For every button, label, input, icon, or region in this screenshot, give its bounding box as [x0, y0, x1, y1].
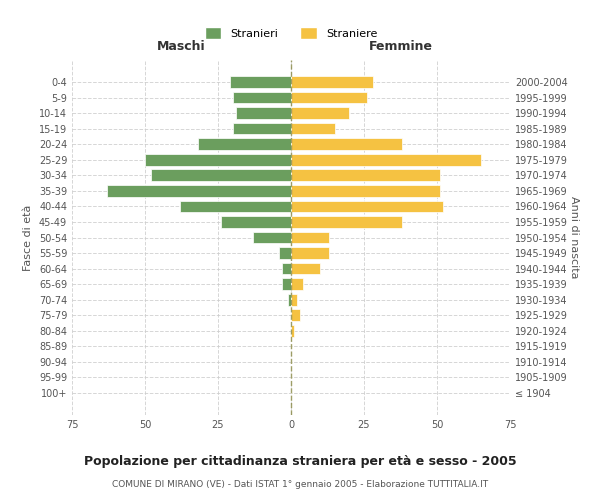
Bar [291, 278, 302, 290]
Bar [180, 200, 291, 212]
Text: COMUNE DI MIRANO (VE) - Dati ISTAT 1° gennaio 2005 - Elaborazione TUTTITALIA.IT: COMUNE DI MIRANO (VE) - Dati ISTAT 1° ge… [112, 480, 488, 489]
Bar [291, 263, 320, 274]
Bar [291, 247, 329, 259]
Bar [291, 123, 335, 134]
Text: Popolazione per cittadinanza straniera per età e sesso - 2005: Popolazione per cittadinanza straniera p… [83, 455, 517, 468]
Bar [291, 294, 297, 306]
Bar [291, 107, 349, 119]
Bar [291, 138, 402, 150]
Bar [291, 232, 329, 243]
Bar [288, 294, 291, 306]
Text: Femmine: Femmine [368, 40, 433, 53]
Bar [151, 170, 291, 181]
Bar [253, 232, 291, 243]
Bar [291, 92, 367, 104]
Legend: Stranieri, Straniere: Stranieri, Straniere [200, 23, 382, 44]
Bar [230, 76, 291, 88]
Bar [291, 185, 440, 196]
Bar [291, 325, 294, 336]
Bar [282, 278, 291, 290]
Bar [291, 310, 300, 321]
Bar [291, 200, 443, 212]
Y-axis label: Anni di nascita: Anni di nascita [569, 196, 579, 279]
Bar [197, 138, 291, 150]
Bar [107, 185, 291, 196]
Bar [221, 216, 291, 228]
Y-axis label: Fasce di età: Fasce di età [23, 204, 33, 270]
Text: Maschi: Maschi [157, 40, 206, 53]
Bar [145, 154, 291, 166]
Bar [282, 263, 291, 274]
Bar [291, 170, 440, 181]
Bar [233, 92, 291, 104]
Bar [236, 107, 291, 119]
Bar [280, 247, 291, 259]
Bar [233, 123, 291, 134]
Bar [291, 154, 481, 166]
Bar [291, 76, 373, 88]
Bar [291, 216, 402, 228]
